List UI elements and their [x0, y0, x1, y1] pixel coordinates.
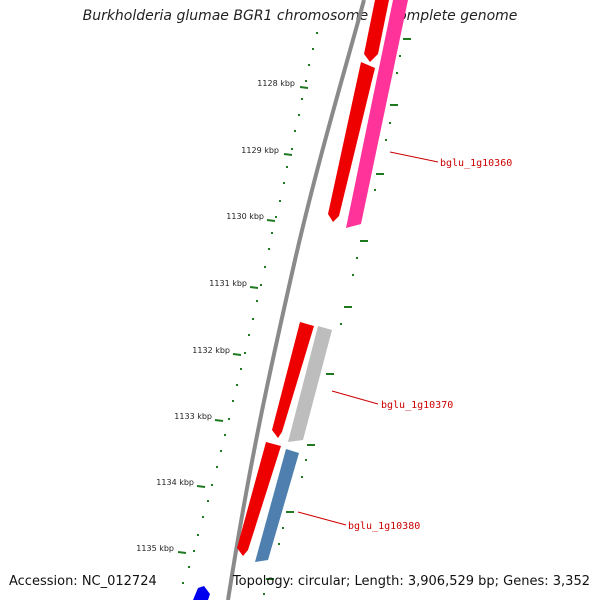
- leader-line: [331, 390, 379, 405]
- tick-dot: [294, 130, 296, 132]
- tick-label: 1131 kbp: [209, 279, 247, 288]
- inner-tick: [307, 444, 315, 446]
- inner-dot: [263, 593, 265, 595]
- tick-label: 1135 kbp: [136, 544, 174, 553]
- tick-dot: [197, 534, 199, 536]
- tick-label: 1129 kbp: [241, 146, 279, 155]
- tick-dot: [232, 400, 234, 402]
- tick-dot: [268, 248, 270, 250]
- inner-tick: [266, 578, 274, 580]
- chromosome-backbone: [226, 0, 366, 600]
- inner-tick: [286, 511, 294, 513]
- tick-dot: [236, 384, 238, 386]
- cds-feature-red[interactable]: [272, 322, 314, 438]
- tick-dot: [256, 300, 258, 302]
- tick-dot: [286, 166, 288, 168]
- gene-label[interactable]: bglu_1g10370: [381, 400, 453, 411]
- genome-summary-text: Topology: circular; Length: 3,906,529 bp…: [232, 574, 590, 589]
- tick-dot: [252, 318, 254, 320]
- tick-label: 1128 kbp: [257, 79, 295, 88]
- label-leaders: [297, 151, 439, 526]
- inner-tick: [390, 104, 398, 106]
- tick-dot: [193, 550, 195, 552]
- leader-line: [297, 511, 347, 526]
- tick-dot: [202, 516, 204, 518]
- inner-dot: [356, 257, 358, 259]
- gene-label[interactable]: bglu_1g10380: [348, 521, 420, 532]
- major-tick: [214, 419, 224, 422]
- cds-feature-red[interactable]: [237, 442, 281, 556]
- tick-dot: [308, 64, 310, 66]
- tick-dot: [291, 148, 293, 150]
- inner-tick: [403, 38, 411, 40]
- major-tick: [177, 551, 187, 554]
- major-tick: [232, 353, 242, 356]
- tick-dot: [271, 232, 273, 234]
- tick-dot: [264, 266, 266, 268]
- inner-tick-track: [263, 38, 411, 595]
- inner-dot: [305, 459, 307, 461]
- cds-feature-blue[interactable]: [255, 449, 299, 562]
- tick-dot: [228, 418, 230, 420]
- tick-dot: [240, 368, 242, 370]
- cds-feature-red[interactable]: [364, 0, 389, 62]
- cds-feature-red[interactable]: [328, 62, 375, 222]
- inner-tick: [344, 306, 352, 308]
- tick-dot: [216, 466, 218, 468]
- inner-dot: [385, 139, 387, 141]
- tick-dot: [207, 500, 209, 502]
- tick-dot: [248, 334, 250, 336]
- inner-dot: [352, 274, 354, 276]
- tick-dot: [244, 352, 246, 354]
- gene-label[interactable]: bglu_1g10360: [440, 158, 512, 169]
- inner-tick: [376, 173, 384, 175]
- tick-dot: [305, 80, 307, 82]
- tick-label: 1133 kbp: [174, 412, 212, 421]
- tick-label: 1130 kbp: [226, 212, 264, 221]
- inner-dot: [340, 323, 342, 325]
- tick-dot: [316, 32, 318, 34]
- tick-dot: [298, 114, 300, 116]
- tick-dot: [283, 182, 285, 184]
- gene-features: [193, 0, 408, 600]
- tick-dot: [220, 450, 222, 452]
- tick-dot: [188, 566, 190, 568]
- tick-dot: [211, 484, 213, 486]
- cds-feature-pink[interactable]: [346, 0, 408, 228]
- tick-dot: [301, 98, 303, 100]
- major-tick: [266, 219, 276, 222]
- tick-dot: [182, 582, 184, 584]
- outer-tick-track: [182, 32, 318, 584]
- cds-feature-gray[interactable]: [288, 326, 332, 442]
- accession-text: Accession: NC_012724: [9, 574, 157, 589]
- tick-dot: [279, 200, 281, 202]
- major-tick: [249, 286, 259, 289]
- major-ticks: [177, 86, 309, 554]
- leader-line: [389, 151, 439, 163]
- inner-dot: [399, 55, 401, 57]
- tick-dot: [260, 284, 262, 286]
- inner-dot: [396, 72, 398, 74]
- tick-dot: [224, 434, 226, 436]
- major-tick: [299, 86, 309, 89]
- major-tick: [196, 485, 206, 488]
- tick-label: 1134 kbp: [156, 478, 194, 487]
- inner-dot: [278, 543, 280, 545]
- inner-dot: [282, 527, 284, 529]
- tick-dot: [275, 216, 277, 218]
- inner-tick: [360, 240, 368, 242]
- inner-dot: [374, 189, 376, 191]
- inner-tick: [326, 373, 334, 375]
- map-title: Burkholderia glumae BGR1 chromosome 1, c…: [82, 8, 518, 24]
- tick-dot: [312, 48, 314, 50]
- inner-dot: [301, 476, 303, 478]
- tick-labels: 1128 kbp 1129 kbp 1130 kbp 1131 kbp 1132…: [136, 79, 295, 553]
- major-tick: [283, 153, 293, 156]
- cds-feature-blue-partial[interactable]: [193, 586, 210, 600]
- tick-label: 1132 kbp: [192, 346, 230, 355]
- inner-dot: [389, 122, 391, 124]
- gene-labels: bglu_1g10360 bglu_1g10370 bglu_1g10380: [348, 158, 512, 532]
